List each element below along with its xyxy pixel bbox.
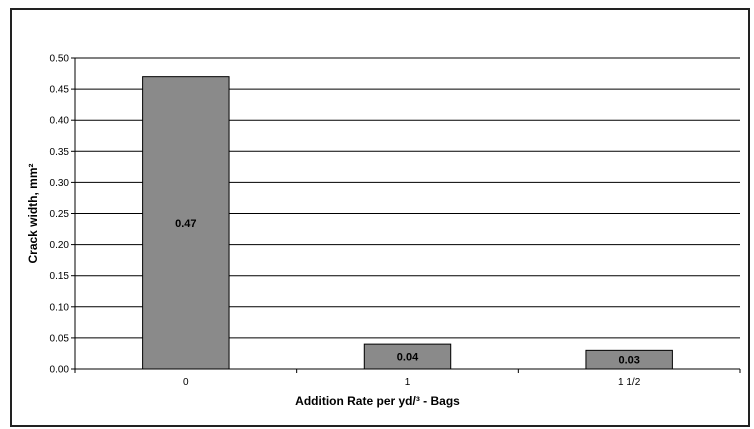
y-tick-label: 0.50 — [50, 54, 70, 65]
y-tick-label: 0.35 — [50, 147, 70, 158]
data-label: 0.47 — [175, 218, 196, 230]
y-axis-title: Crack width, mm² — [26, 163, 40, 263]
y-tick-label: 0.05 — [50, 333, 70, 344]
x-tick-label: 0 — [183, 377, 189, 388]
data-label: 0.04 — [397, 352, 419, 364]
bar — [142, 76, 230, 370]
x-tick-label: 1 — [405, 377, 411, 388]
y-tick-label: 0.15 — [50, 271, 70, 282]
y-tick-label: 0.10 — [50, 302, 70, 313]
bars — [142, 76, 673, 370]
data-labels: 0.47 0.04 0.03 — [175, 218, 640, 367]
y-tick-label: 0.20 — [50, 240, 70, 251]
bar — [363, 343, 452, 370]
x-tick-labels: 0 1 1 1/2 — [74, 369, 741, 388]
y-tick-label: 0.30 — [50, 178, 70, 189]
y-tick-label: 0.40 — [50, 116, 70, 127]
y-tick-label: 0.00 — [50, 365, 70, 376]
y-tick-labels: 0.00 0.05 0.10 0.15 0.20 0.25 0.30 0.35 0.40 0.45… — [50, 54, 75, 376]
data-label: 0.03 — [618, 355, 639, 367]
x-axis-title: Addition Rate per yd/³ - Bags — [295, 394, 460, 408]
y-tick-label: 0.25 — [50, 209, 70, 220]
y-tick-label: 0.45 — [50, 85, 70, 96]
x-tick-label: 1 1/2 — [618, 377, 641, 388]
